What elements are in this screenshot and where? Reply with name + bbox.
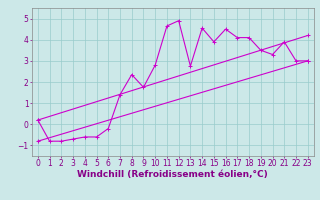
X-axis label: Windchill (Refroidissement éolien,°C): Windchill (Refroidissement éolien,°C)	[77, 170, 268, 179]
